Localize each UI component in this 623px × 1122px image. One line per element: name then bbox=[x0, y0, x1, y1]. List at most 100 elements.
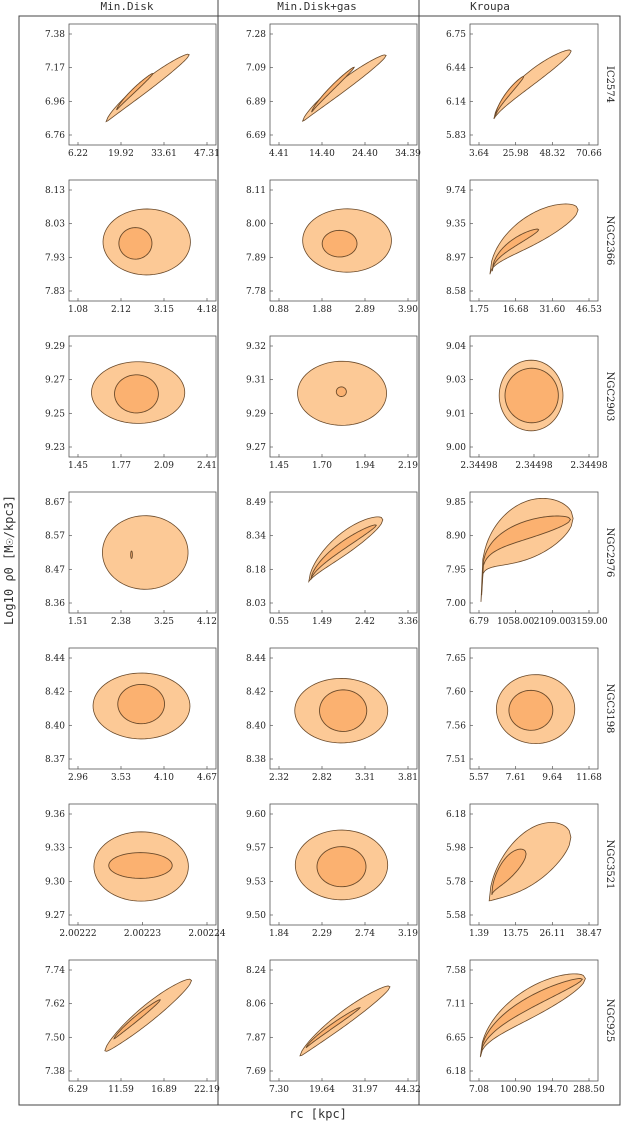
x-tick-label: 16.68 bbox=[503, 305, 529, 315]
inner-confidence-contour bbox=[311, 66, 356, 113]
x-tick-label: 2.32 bbox=[269, 773, 289, 783]
x-tick-label: 1.45 bbox=[68, 461, 88, 471]
x-tick-label: 1.88 bbox=[312, 305, 332, 315]
y-tick-label: 9.31 bbox=[246, 376, 266, 386]
x-tick-label: 38.47 bbox=[576, 929, 602, 939]
plot-frame bbox=[68, 491, 217, 614]
panel-ngc2366-kroupa: 8.58 8.97 9.35 9.74 1.75 16.68 31.60 46.53 NGC23… bbox=[446, 179, 615, 315]
y-tick-label: 9.01 bbox=[446, 409, 466, 419]
galaxy-label-ngc925: NGC925 bbox=[604, 999, 615, 1042]
y-tick-label: 8.18 bbox=[246, 565, 266, 575]
y-tick-label: 8.58 bbox=[446, 287, 466, 297]
y-tick-label: 8.11 bbox=[246, 186, 266, 196]
y-tick-label: 8.44 bbox=[246, 654, 266, 664]
y-tick-label: 8.37 bbox=[45, 755, 65, 765]
x-tick-label: 1.70 bbox=[312, 461, 332, 471]
plot-frame bbox=[68, 23, 217, 146]
y-tick-label: 9.85 bbox=[446, 498, 466, 508]
y-tick-label: 9.33 bbox=[45, 844, 65, 854]
x-tick-label: 7.61 bbox=[506, 773, 526, 783]
plot-frame bbox=[68, 647, 217, 770]
x-tick-label: 11.68 bbox=[576, 773, 602, 783]
y-tick-label: 7.78 bbox=[246, 287, 266, 297]
x-tick-label: 34.39 bbox=[395, 149, 421, 159]
x-tick-label: 100.90 bbox=[500, 1085, 532, 1095]
panel-ngc3521-min-disk: 9.27 9.30 9.33 9.36 2.00222 2.00223 2.00224 bbox=[45, 803, 226, 939]
y-tick-label: 8.57 bbox=[45, 532, 65, 542]
y-tick-label: 8.03 bbox=[45, 220, 65, 230]
plot-frame bbox=[469, 647, 599, 770]
plot-frame bbox=[269, 491, 418, 614]
x-tick-label: 7.30 bbox=[269, 1085, 289, 1095]
y-tick-label: 8.00 bbox=[246, 220, 266, 230]
y-tick-label: 7.28 bbox=[246, 30, 266, 40]
x-tick-label: 1.94 bbox=[355, 461, 375, 471]
y-tick-label: 5.83 bbox=[446, 131, 466, 141]
panel-grid: 6.766.967.177.386.22 19.92 33.61 47.316.696… bbox=[45, 23, 615, 1095]
x-tick-label: 11.59 bbox=[108, 1085, 134, 1095]
x-tick-label: 194.70 bbox=[537, 1085, 569, 1095]
y-tick-label: 9.25 bbox=[45, 409, 65, 419]
contours bbox=[493, 49, 572, 120]
x-tick-label: 25.98 bbox=[503, 149, 529, 159]
y-tick-label: 9.23 bbox=[45, 443, 65, 453]
y-tick-label: 8.40 bbox=[246, 721, 266, 731]
y-tick-label: 7.93 bbox=[45, 253, 65, 263]
x-tick-label: 14.40 bbox=[309, 149, 335, 159]
contours bbox=[489, 203, 579, 275]
x-axis-label: rc [kpc] bbox=[289, 1107, 347, 1121]
y-tick-label: 6.65 bbox=[446, 1033, 466, 1043]
x-tick-label: 2.74 bbox=[355, 929, 375, 939]
y-tick-label: 7.38 bbox=[45, 1067, 65, 1077]
x-tick-label: 7.08 bbox=[469, 1085, 489, 1095]
inner-confidence-contour bbox=[321, 229, 358, 258]
column-header-min-disk-gas: Min.Disk+gas bbox=[277, 0, 356, 13]
y-tick-label: 8.36 bbox=[45, 599, 65, 609]
y-tick-label: 7.00 bbox=[446, 599, 466, 609]
y-tick-label: 9.74 bbox=[446, 186, 466, 196]
y-tick-label: 8.06 bbox=[246, 1000, 266, 1010]
plot-frame bbox=[469, 491, 599, 614]
panel-ngc2903-kroupa: 9.00 9.01 9.03 9.04 2.34498 2.34498 2.34498 NGC… bbox=[446, 335, 615, 471]
x-tick-label: 2.89 bbox=[355, 305, 375, 315]
y-tick-label: 7.51 bbox=[446, 755, 466, 765]
x-tick-label: 13.75 bbox=[503, 929, 529, 939]
x-tick-label: 1.49 bbox=[312, 617, 332, 627]
plot-frame bbox=[469, 23, 599, 146]
plot-frame bbox=[269, 335, 418, 458]
y-tick-label: 7.58 bbox=[446, 966, 466, 976]
x-tick-label: 48.32 bbox=[539, 149, 565, 159]
y-tick-label: 8.42 bbox=[45, 688, 65, 698]
y-tick-label: 7.74 bbox=[45, 966, 65, 976]
x-tick-label: 26.11 bbox=[539, 929, 565, 939]
y-tick-label: 7.60 bbox=[446, 688, 466, 698]
x-tick-label: 70.66 bbox=[576, 149, 602, 159]
y-tick-label: 7.69 bbox=[246, 1067, 266, 1077]
y-tick-label: 7.95 bbox=[446, 565, 466, 575]
x-tick-label: 19.64 bbox=[309, 1085, 335, 1095]
y-tick-label: 8.13 bbox=[45, 186, 65, 196]
y-tick-label: 7.50 bbox=[45, 1033, 65, 1043]
x-tick-label: 1.77 bbox=[111, 461, 131, 471]
plot-frame bbox=[469, 179, 599, 302]
inner-confidence-contour bbox=[491, 848, 527, 895]
y-tick-label: 7.87 bbox=[246, 1033, 266, 1043]
y-tick-label: 8.40 bbox=[45, 721, 65, 731]
x-tick-label: 22.19 bbox=[194, 1085, 220, 1095]
y-tick-label: 8.47 bbox=[45, 565, 65, 575]
x-tick-label: 1.75 bbox=[469, 305, 489, 315]
y-tick-label: 8.67 bbox=[45, 498, 65, 508]
column-header-min-disk: Min.Disk bbox=[101, 0, 154, 13]
x-tick-label: 3.15 bbox=[154, 305, 174, 315]
x-tick-label: 2.19 bbox=[398, 461, 418, 471]
plot-frame bbox=[68, 959, 217, 1082]
inner-confidence-contour bbox=[113, 999, 162, 1040]
x-tick-label: 0.55 bbox=[269, 617, 289, 627]
y-tick-label: 6.18 bbox=[446, 810, 466, 820]
column-header-kroupa: Kroupa bbox=[470, 0, 510, 13]
y-tick-label: 7.62 bbox=[45, 1000, 65, 1010]
x-tick-label: 19.92 bbox=[108, 149, 134, 159]
y-tick-label: 9.27 bbox=[45, 376, 65, 386]
